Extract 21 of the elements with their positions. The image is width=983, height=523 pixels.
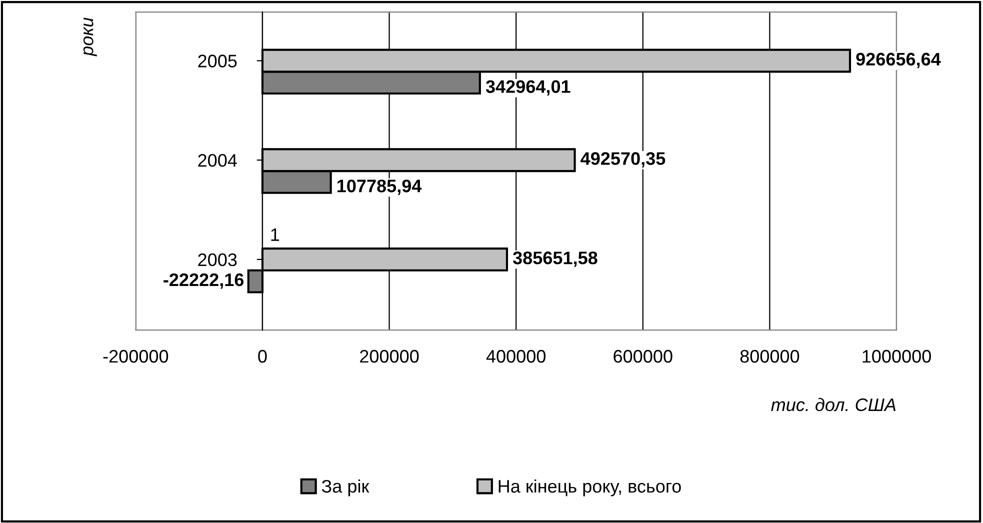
x-tick-label: -200000 [103,350,168,363]
y-tick-label: 2004 [198,154,237,167]
data-label: 385651,58 [512,252,598,267]
legend-label: За рік [322,479,370,496]
x-tick-label: 600000 [614,350,672,363]
data-label: -22222,16 [164,273,244,289]
data-label: 926656,64 [856,52,941,68]
x-tick-label: 800000 [740,350,800,363]
x-tick-label: 200000 [360,350,419,363]
data-label: 107785,94 [337,180,422,195]
legend-label: На кінець року, всього [498,479,681,496]
x-tick-label: 0 [258,350,267,363]
y-tick-label: 2005 [198,54,237,68]
x-axis-title: тис. дол. США [771,398,896,412]
annotation: 1 [271,228,280,241]
data-label: 492570,35 [580,152,666,168]
y-tick-label: 2003 [198,253,237,266]
data-label: 342964,01 [486,80,570,96]
y-axis-title: роки [83,18,97,56]
x-tick-label: 400000 [486,350,546,363]
x-tick-label: 1000000 [862,350,931,363]
